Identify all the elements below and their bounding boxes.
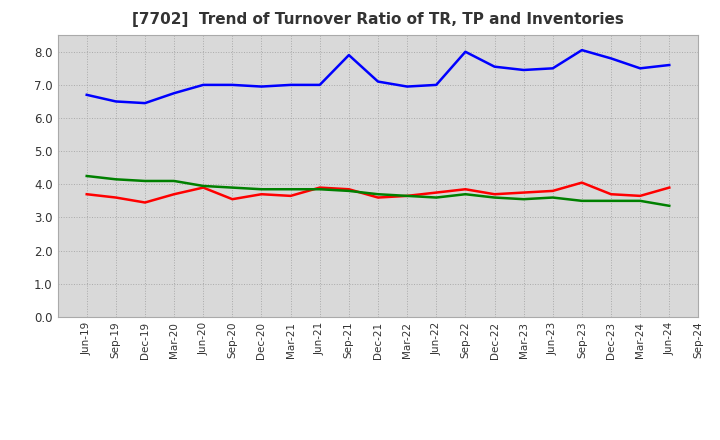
- Line: Trade Receivables: Trade Receivables: [86, 183, 670, 202]
- Inventories: [402, 193, 411, 198]
- Inventories: [461, 191, 469, 197]
- Trade Receivables: [636, 193, 644, 198]
- Trade Payables: [549, 66, 557, 71]
- Trade Payables: [228, 82, 237, 88]
- Inventories: [490, 195, 499, 200]
- Inventories: [82, 173, 91, 179]
- Trade Receivables: [577, 180, 586, 185]
- Trade Receivables: [82, 191, 91, 197]
- Trade Receivables: [140, 200, 149, 205]
- Trade Payables: [170, 91, 179, 96]
- Trade Receivables: [519, 190, 528, 195]
- Trade Receivables: [199, 185, 207, 190]
- Trade Receivables: [665, 185, 674, 190]
- Trade Receivables: [170, 191, 179, 197]
- Trade Receivables: [549, 188, 557, 194]
- Trade Payables: [665, 62, 674, 68]
- Inventories: [140, 178, 149, 183]
- Trade Payables: [607, 56, 616, 61]
- Trade Receivables: [461, 187, 469, 192]
- Inventories: [170, 178, 179, 183]
- Trade Payables: [432, 82, 441, 88]
- Trade Payables: [257, 84, 266, 89]
- Trade Receivables: [490, 191, 499, 197]
- Inventories: [228, 185, 237, 190]
- Line: Trade Payables: Trade Payables: [86, 50, 670, 103]
- Trade Payables: [577, 48, 586, 53]
- Inventories: [607, 198, 616, 203]
- Trade Payables: [82, 92, 91, 98]
- Trade Payables: [519, 67, 528, 73]
- Inventories: [432, 195, 441, 200]
- Trade Payables: [461, 49, 469, 55]
- Trade Receivables: [374, 195, 382, 200]
- Inventories: [549, 195, 557, 200]
- Inventories: [636, 198, 644, 203]
- Inventories: [199, 183, 207, 189]
- Trade Receivables: [607, 191, 616, 197]
- Inventories: [374, 191, 382, 197]
- Trade Payables: [199, 82, 207, 88]
- Trade Payables: [490, 64, 499, 70]
- Trade Payables: [140, 100, 149, 106]
- Trade Receivables: [315, 185, 324, 190]
- Trade Payables: [636, 66, 644, 71]
- Trade Receivables: [345, 187, 354, 192]
- Inventories: [257, 187, 266, 192]
- Trade Receivables: [228, 197, 237, 202]
- Trade Payables: [345, 52, 354, 58]
- Inventories: [577, 198, 586, 203]
- Trade Receivables: [432, 190, 441, 195]
- Trade Receivables: [112, 195, 120, 200]
- Inventories: [112, 177, 120, 182]
- Trade Payables: [402, 84, 411, 89]
- Trade Payables: [112, 99, 120, 104]
- Inventories: [315, 187, 324, 192]
- Trade Payables: [374, 79, 382, 84]
- Title: [7702]  Trend of Turnover Ratio of TR, TP and Inventories: [7702] Trend of Turnover Ratio of TR, TP…: [132, 12, 624, 27]
- Inventories: [519, 197, 528, 202]
- Trade Payables: [287, 82, 295, 88]
- Line: Inventories: Inventories: [86, 176, 670, 206]
- Trade Receivables: [402, 193, 411, 198]
- Inventories: [287, 187, 295, 192]
- Inventories: [665, 203, 674, 209]
- Trade Receivables: [287, 193, 295, 198]
- Trade Payables: [315, 82, 324, 88]
- Trade Receivables: [257, 191, 266, 197]
- Inventories: [345, 188, 354, 194]
